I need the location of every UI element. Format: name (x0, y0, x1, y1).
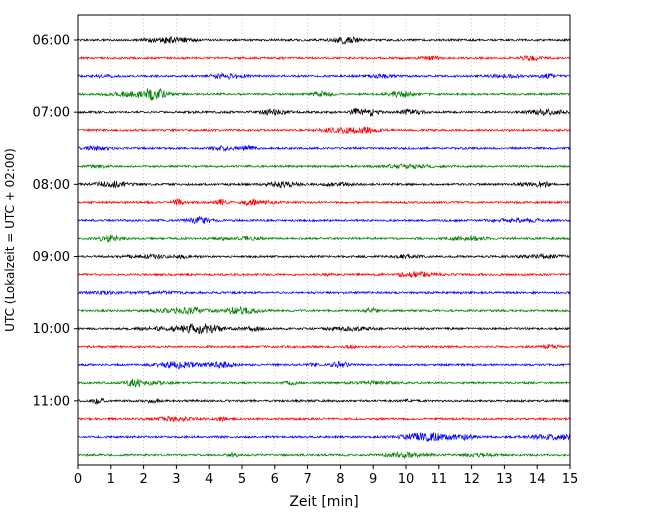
y-tick-label: 06:00 (33, 34, 70, 49)
seismo-trace-07:15 (77, 126, 571, 135)
y-tick-label: 09:00 (33, 250, 70, 265)
seismo-trace-07:00 (77, 107, 571, 117)
x-tick-label: 15 (562, 472, 579, 487)
seismo-trace-09:30 (77, 289, 571, 296)
y-tick-label: 07:00 (33, 106, 70, 121)
x-tick-label: 5 (238, 472, 246, 487)
grid-lines (77, 15, 571, 465)
x-tick-label: 13 (496, 472, 513, 487)
y-tick-label: 11:00 (33, 394, 70, 409)
x-tick-label: 10 (398, 472, 415, 487)
seismo-trace-10:30 (77, 360, 571, 370)
x-tick-label: 0 (74, 472, 82, 487)
x-tick-label: 1 (107, 472, 115, 487)
seismo-trace-06:45 (77, 87, 571, 101)
seismo-trace-08:30 (77, 215, 571, 225)
seismo-trace-06:30 (77, 71, 571, 81)
x-axis-ticks: 0 1 2 3 4 5 6 7 8 9 10 11 12 13 14 15 (74, 465, 578, 487)
x-tick-label: 11 (431, 472, 448, 487)
x-axis-label: Zeit [min] (289, 494, 358, 510)
seismo-trace-11:15 (77, 415, 571, 423)
seismo-trace-11:00 (77, 397, 571, 406)
y-tick-label: 08:00 (33, 178, 70, 193)
x-tick-label: 6 (271, 472, 279, 487)
x-tick-label: 7 (303, 472, 311, 487)
y-tick-label: 10:00 (33, 322, 70, 337)
seismo-trace-11:45 (77, 451, 571, 459)
seismo-trace-06:00 (77, 36, 571, 45)
y-axis-ticks: 06:00 07:00 08:00 09:00 10:00 11:00 (33, 34, 78, 409)
y-axis-label: UTC (Lokalzeit = UTC + 02:00) (3, 148, 17, 332)
x-tick-label: 2 (139, 472, 147, 487)
seismo-trace-11:30 (77, 431, 571, 443)
seismogram-traces (77, 36, 571, 459)
seismo-trace-08:00 (77, 180, 571, 189)
seismo-trace-06:15 (77, 54, 571, 62)
seismo-trace-10:15 (77, 343, 571, 350)
x-tick-label: 8 (336, 472, 344, 487)
seismo-trace-07:45 (77, 163, 571, 170)
seismo-trace-09:15 (77, 270, 571, 279)
seismo-trace-10:45 (77, 378, 571, 388)
seismo-trace-08:15 (77, 197, 571, 207)
x-tick-label: 9 (369, 472, 377, 487)
x-tick-label: 4 (205, 472, 213, 487)
seismo-trace-09:00 (77, 253, 571, 260)
plot-border (77, 14, 571, 466)
seismo-trace-08:45 (77, 234, 571, 243)
x-tick-label: 12 (463, 472, 480, 487)
seismo-trace-09:45 (77, 306, 571, 316)
seismo-trace-07:30 (77, 144, 571, 153)
x-tick-label: 3 (172, 472, 180, 487)
seismo-trace-10:00 (77, 322, 571, 335)
x-tick-label: 14 (529, 472, 546, 487)
